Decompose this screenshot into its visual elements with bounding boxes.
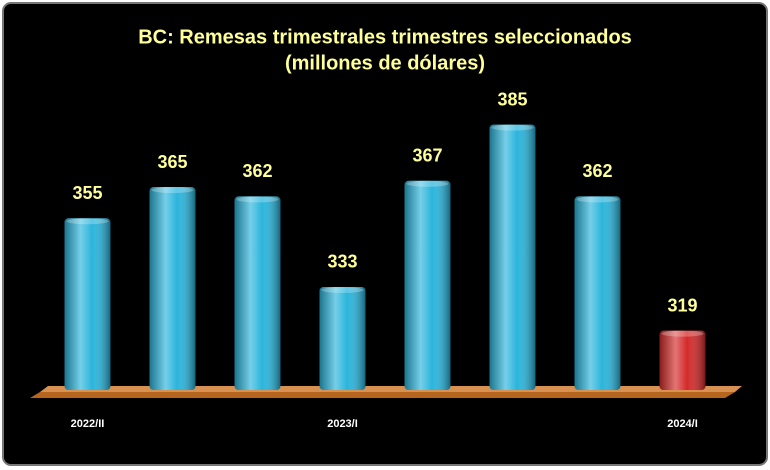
value-label: 365	[157, 152, 187, 172]
chart-subtitle: (millones de dólares)	[285, 52, 485, 74]
bar-shine	[659, 330, 706, 390]
bar-shine	[489, 124, 536, 390]
bar-shine	[149, 187, 196, 390]
value-label: 367	[412, 146, 442, 166]
value-label: 319	[667, 295, 697, 315]
bar-cap	[236, 196, 279, 203]
floor	[30, 392, 735, 398]
bar-shine	[234, 196, 281, 390]
chart-title: BC: Remesas trimestrales trimestres sele…	[138, 26, 632, 48]
bar-shine	[64, 218, 111, 390]
bar-cap	[151, 187, 194, 194]
floor-top	[40, 386, 742, 392]
bar-cap	[406, 180, 449, 187]
bar-cap	[576, 196, 619, 203]
x-tick-label: 2024/I	[667, 418, 698, 430]
bar-cap	[491, 124, 534, 131]
x-tick-label: 2023/I	[327, 418, 358, 430]
value-label: 362	[242, 161, 272, 181]
value-label: 333	[327, 252, 357, 272]
x-tick-label: 2022/II	[71, 418, 105, 430]
value-label: 385	[497, 89, 527, 109]
bar-cap	[661, 330, 704, 337]
value-label: 355	[72, 183, 102, 203]
bar-shine	[319, 286, 366, 390]
value-label: 362	[582, 161, 612, 181]
bar-shine	[574, 196, 621, 390]
bar-shine	[404, 180, 451, 390]
bar-cap	[66, 218, 109, 225]
bar-cap	[321, 286, 364, 293]
